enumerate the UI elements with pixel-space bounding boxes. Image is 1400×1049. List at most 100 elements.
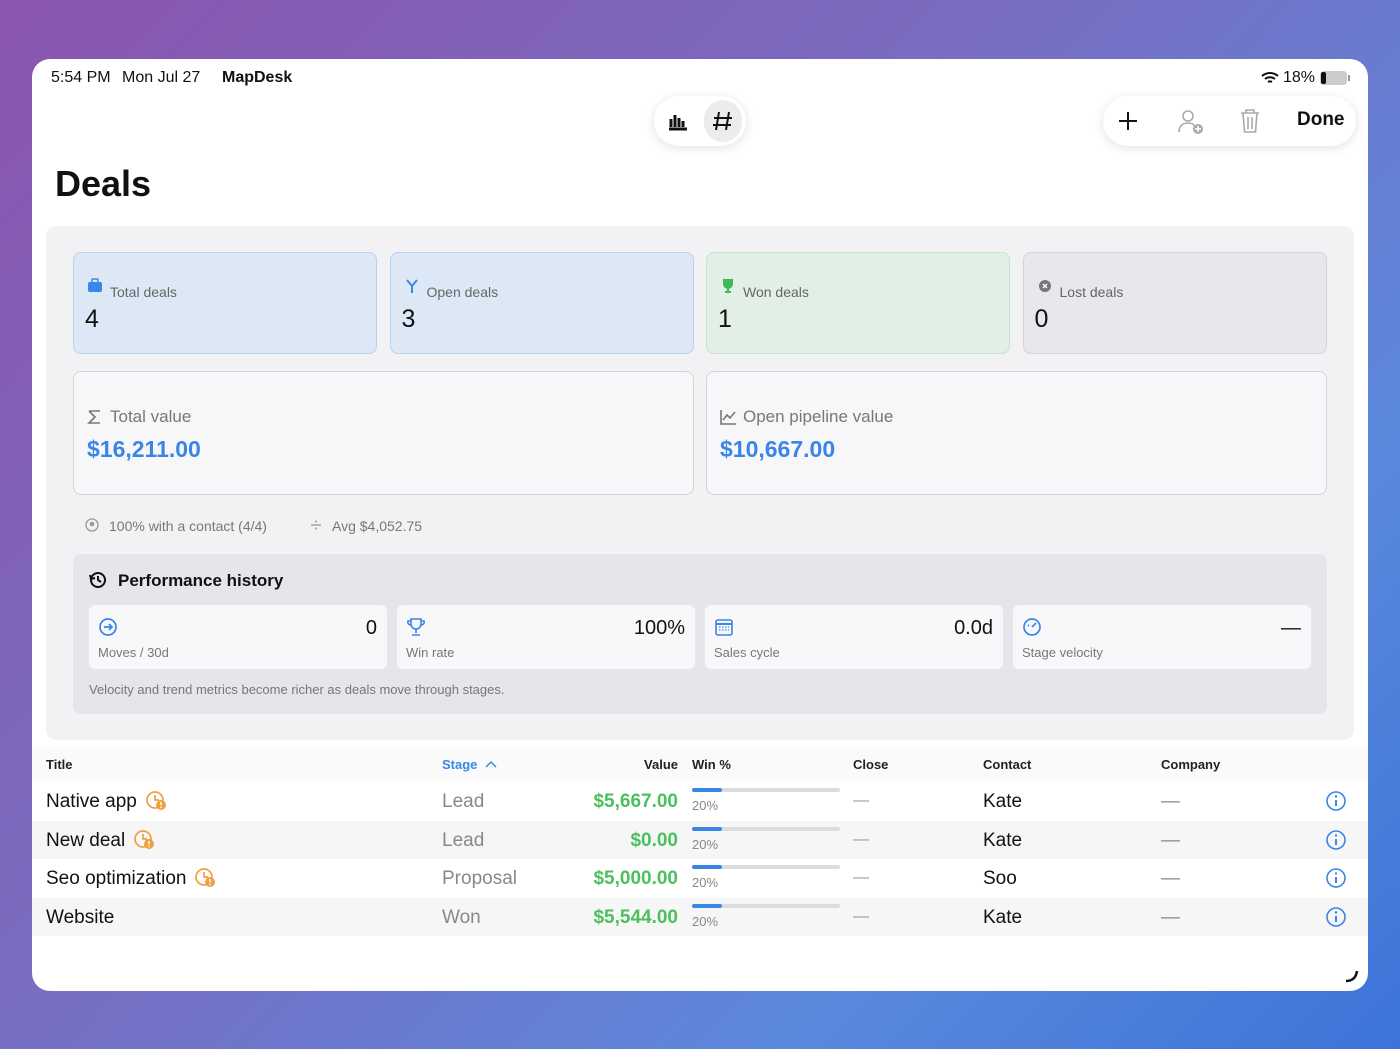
icon — [405, 279, 418, 293]
toolbar: Done — [1103, 96, 1356, 146]
overdue-icon — [145, 790, 167, 817]
icon — [1326, 791, 1346, 811]
app-name: MapDesk — [222, 69, 293, 86]
metric-label: Sales cycle — [714, 645, 780, 660]
metric-icon — [1022, 617, 1042, 642]
win-track — [692, 903, 840, 908]
win-bar — [692, 865, 722, 869]
page-title: Deals — [55, 163, 152, 204]
win-track — [692, 826, 840, 831]
metric-label: Win rate — [406, 645, 455, 660]
deal-close: — — [853, 869, 869, 886]
battery-level: 18% — [1283, 69, 1316, 86]
metric-icon — [406, 617, 426, 642]
total-label: Total value — [110, 407, 192, 426]
deal-value: $5,000.00 — [593, 868, 678, 889]
column-header: Company — [1161, 757, 1221, 772]
win-label: 20% — [692, 836, 719, 852]
deal-company: — — [1161, 906, 1180, 928]
stat-value: 1 — [718, 305, 732, 333]
win-bar — [692, 826, 722, 831]
icon — [85, 518, 99, 532]
stat-icon — [1036, 277, 1054, 300]
sort-indicator — [484, 758, 498, 776]
icon — [1326, 868, 1346, 888]
win-bar — [692, 903, 722, 908]
deal-contact: Kate — [983, 906, 1023, 928]
deal-company: — — [1161, 829, 1180, 851]
total-icon — [86, 408, 104, 431]
table-row[interactable]: New deal Lead $0.00 20% — Kate — — [32, 820, 1368, 859]
table-view-button[interactable] — [704, 100, 742, 142]
metric-label: Moves / 30d — [98, 645, 169, 660]
win-label: 20% — [692, 913, 719, 929]
total-value: $16,211.00 — [87, 436, 201, 462]
performance-title: Performance history — [118, 571, 284, 590]
info-button[interactable] — [1325, 867, 1347, 894]
table-row[interactable]: Seo optimization Proposal $5,000.00 20% — Soo… — [32, 859, 1368, 898]
add-button[interactable] — [1116, 109, 1140, 133]
stat-icon — [403, 277, 421, 300]
metric-value: 0.0d — [954, 617, 993, 639]
stat-label: Lost deals — [1059, 284, 1124, 300]
table-header — [32, 747, 1368, 781]
info-button[interactable] — [1325, 906, 1347, 933]
performance-note: Velocity and trend metrics become richer… — [89, 682, 505, 697]
done-button[interactable]: Done — [1297, 109, 1345, 130]
deal-value: $5,544.00 — [593, 906, 678, 928]
total-label: Open pipeline value — [743, 407, 894, 426]
info-button[interactable] — [1325, 790, 1347, 817]
stat-card: Lost deals 0 — [1022, 252, 1327, 354]
icon — [1326, 906, 1346, 927]
total-card: Total value $16,211.00 — [73, 371, 694, 495]
column-header: Contact — [983, 757, 1032, 772]
icon — [195, 868, 215, 887]
icon — [99, 618, 117, 636]
stat-icon — [86, 277, 104, 300]
stat-value: 4 — [85, 305, 99, 333]
metric-icon — [98, 617, 118, 642]
total-card: Open pipeline value $10,667.00 — [706, 371, 1327, 495]
deal-close: — — [853, 907, 869, 925]
stat-card: Open deals 3 — [389, 252, 694, 354]
assign-contact-button[interactable] — [1177, 108, 1207, 136]
contact-icon — [85, 518, 99, 537]
column-header: Close — [853, 757, 889, 772]
metric-label: Stage velocity — [1022, 645, 1103, 660]
icon — [87, 410, 100, 424]
info-button[interactable] — [1325, 829, 1347, 856]
icon — [715, 619, 733, 636]
metric-card: — Stage velocity — [1013, 605, 1311, 669]
deal-title: Website — [46, 906, 115, 928]
total-value: $10,667.00 — [720, 436, 836, 462]
column-header: Win % — [692, 757, 731, 772]
stat-label: Won deals — [743, 284, 809, 300]
metric-card: 0.0d Sales cycle — [705, 605, 1003, 669]
icon — [723, 279, 733, 293]
deal-contact: Kate — [983, 791, 1023, 812]
metric-value: 0 — [365, 617, 377, 639]
delete-button[interactable] — [1238, 107, 1262, 135]
app-window: 5:54 PM Mon Jul 27 MapDesk 18% Done Deal… — [32, 59, 1368, 991]
deal-title: Seo optimization — [46, 868, 187, 889]
column-header[interactable]: Stage — [442, 757, 478, 772]
table-row[interactable]: Native app Lead $5,667.00 20% — Kate — — [32, 782, 1368, 821]
stat-value: 3 — [401, 305, 416, 333]
status-date: Mon Jul 27 — [122, 69, 201, 86]
history-icon — [88, 570, 108, 595]
win-bar — [692, 788, 722, 792]
stat-card: Total deals 4 — [73, 252, 377, 354]
icon — [1326, 829, 1346, 850]
column-header: Title — [46, 757, 73, 772]
deal-company: — — [1161, 791, 1180, 812]
metric-value: — — [1281, 617, 1301, 639]
wifi-icon — [1261, 72, 1279, 83]
table-row[interactable]: Website Won $5,544.00 20% — Kate — — [32, 897, 1368, 936]
win-track — [692, 865, 840, 869]
metric-value: 100% — [633, 617, 685, 639]
deal-contact: Kate — [983, 829, 1023, 851]
deal-value: $5,667.00 — [593, 791, 678, 812]
chart-view-button[interactable] — [666, 109, 690, 133]
overdue-icon — [133, 829, 155, 856]
deal-stage: Lead — [442, 791, 485, 812]
